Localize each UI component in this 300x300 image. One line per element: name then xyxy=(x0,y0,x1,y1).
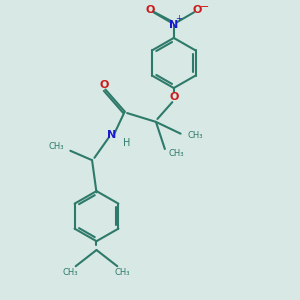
Text: O: O xyxy=(169,92,178,102)
Text: O: O xyxy=(193,5,202,15)
Text: CH₃: CH₃ xyxy=(63,268,78,277)
Text: H: H xyxy=(122,137,130,148)
Text: CH₃: CH₃ xyxy=(187,130,203,140)
Text: N: N xyxy=(107,130,116,140)
Text: +: + xyxy=(175,14,182,23)
Text: O: O xyxy=(145,5,155,15)
Text: CH₃: CH₃ xyxy=(48,142,64,152)
Text: CH₃: CH₃ xyxy=(169,149,184,158)
Text: CH₃: CH₃ xyxy=(115,268,130,277)
Text: −: − xyxy=(200,2,209,12)
Text: N: N xyxy=(169,20,178,30)
Text: O: O xyxy=(99,80,109,90)
